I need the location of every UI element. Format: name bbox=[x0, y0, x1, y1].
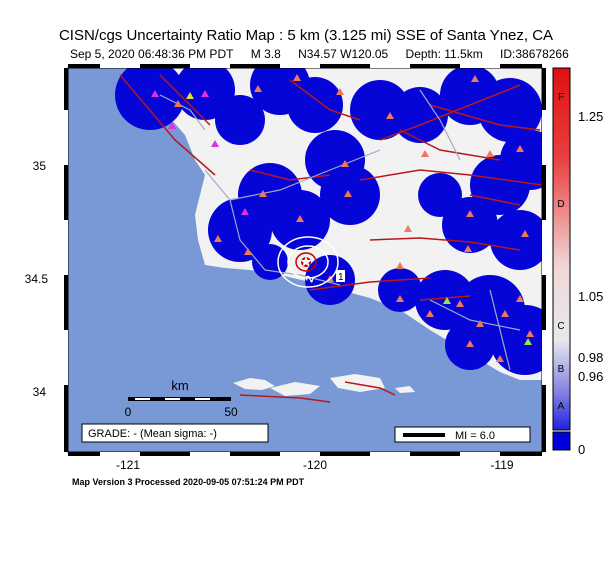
contour-label-1-bg bbox=[336, 270, 345, 282]
scale-unit: km bbox=[171, 378, 188, 393]
green-stations bbox=[443, 297, 532, 345]
cb-value-0-96: 0.96 bbox=[578, 369, 603, 384]
cb-value-0-98: 0.98 bbox=[578, 350, 603, 365]
epicenter-star-icon bbox=[300, 256, 312, 267]
channel-island-1 bbox=[233, 378, 275, 390]
magenta-stations bbox=[151, 90, 249, 215]
mi-legend-line bbox=[403, 433, 445, 437]
colorbar: F D C B A 1.25 1.05 0.98 0.96 0 bbox=[552, 67, 603, 457]
contour-label-2: 2 bbox=[304, 274, 317, 284]
lat-label-34: 34 bbox=[33, 385, 47, 399]
cb-value-1-25: 1.25 bbox=[578, 109, 603, 124]
event-depth: Depth: 11.5km bbox=[405, 47, 483, 61]
scale-min: 0 bbox=[125, 405, 132, 419]
version-footer: Map Version 3 Processed 2020-09-05 07:51… bbox=[72, 477, 305, 487]
yellow-station bbox=[186, 92, 194, 99]
scale-max: 50 bbox=[224, 405, 238, 419]
grade-box bbox=[81, 423, 269, 443]
grade-a: A bbox=[558, 401, 565, 412]
road-lines bbox=[159, 89, 521, 371]
cb-value-1-05: 1.05 bbox=[578, 289, 603, 304]
lon-label-119: -119 bbox=[490, 458, 513, 472]
fault-lines bbox=[119, 74, 542, 403]
map-frame-content: 2 1 km 0 50 GRADE: - (Mean sigma: -) MI … bbox=[68, 68, 542, 452]
channel-island-4 bbox=[395, 386, 415, 393]
uncertainty-contours bbox=[277, 236, 339, 288]
channel-island-3 bbox=[330, 374, 385, 392]
grade-b: B bbox=[558, 364, 565, 375]
contour-label-1: 1 bbox=[338, 272, 344, 283]
event-magnitude: M 3.8 bbox=[250, 47, 281, 61]
event-id: ID:38678266 bbox=[500, 47, 569, 61]
event-info: Sep 5, 2020 06:48:36 PM PDT M 3.8 N34.57… bbox=[70, 47, 583, 61]
mi-legend-box bbox=[394, 426, 531, 443]
map-title: CISN/cgs Uncertainty Ratio Map : 5 km (3… bbox=[58, 27, 554, 44]
grade-f: F bbox=[558, 92, 564, 103]
grade-label: GRADE: - (Mean sigma: -) bbox=[88, 428, 217, 440]
scale-bar: km 0 50 bbox=[125, 378, 238, 419]
event-location: N34.57 W120.05 bbox=[298, 47, 389, 61]
lon-label-121: -121 bbox=[116, 458, 140, 472]
grade-c: C bbox=[557, 321, 564, 332]
lat-label-34-5: 34.5 bbox=[25, 272, 49, 286]
mi-legend-label: MI = 6.0 bbox=[455, 430, 495, 442]
grade-d: D bbox=[557, 199, 564, 210]
event-datetime: Sep 5, 2020 06:48:36 PM PDT bbox=[70, 47, 234, 61]
cb-value-0: 0 bbox=[578, 442, 585, 457]
channel-island-2 bbox=[270, 382, 320, 396]
lon-label-120: -120 bbox=[303, 458, 327, 472]
lat-label-35: 35 bbox=[33, 159, 47, 173]
frame-ticks bbox=[64, 64, 546, 456]
